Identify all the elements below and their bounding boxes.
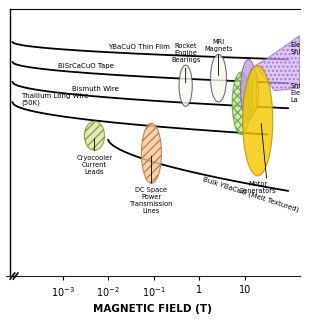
Text: Ele
Shi: Ele Shi <box>291 42 301 55</box>
Ellipse shape <box>232 72 250 134</box>
Ellipse shape <box>84 121 105 150</box>
Text: Thallium Long Wire
(50K): Thallium Long Wire (50K) <box>21 92 89 106</box>
Text: MRI
Magnets: MRI Magnets <box>204 39 233 52</box>
X-axis label: MAGNETIC FIELD (T): MAGNETIC FIELD (T) <box>93 304 212 315</box>
Text: Motor
Generators: Motor Generators <box>239 181 276 194</box>
Text: BiSrCaCuO Tape: BiSrCaCuO Tape <box>58 63 114 68</box>
Text: Cryocooler
Current
Leads: Cryocooler Current Leads <box>76 155 112 175</box>
Text: DC Space
Power
Transmission
Lines: DC Space Power Transmission Lines <box>130 187 173 214</box>
Ellipse shape <box>252 79 259 110</box>
Text: YBaCuO Thin Film: YBaCuO Thin Film <box>108 44 170 50</box>
Text: Bismuth Wire: Bismuth Wire <box>72 86 118 92</box>
Text: Bulk YBaCuO (Melt Textured): Bulk YBaCuO (Melt Textured) <box>202 176 299 213</box>
Ellipse shape <box>141 123 162 183</box>
Text: Rocket
Engine
Bearings: Rocket Engine Bearings <box>171 43 200 63</box>
Ellipse shape <box>211 54 227 102</box>
Ellipse shape <box>248 68 258 113</box>
Ellipse shape <box>241 60 257 119</box>
Ellipse shape <box>243 66 273 176</box>
Text: Sm
Ele
La: Sm Ele La <box>291 83 301 103</box>
Ellipse shape <box>179 65 192 106</box>
Polygon shape <box>255 36 300 91</box>
